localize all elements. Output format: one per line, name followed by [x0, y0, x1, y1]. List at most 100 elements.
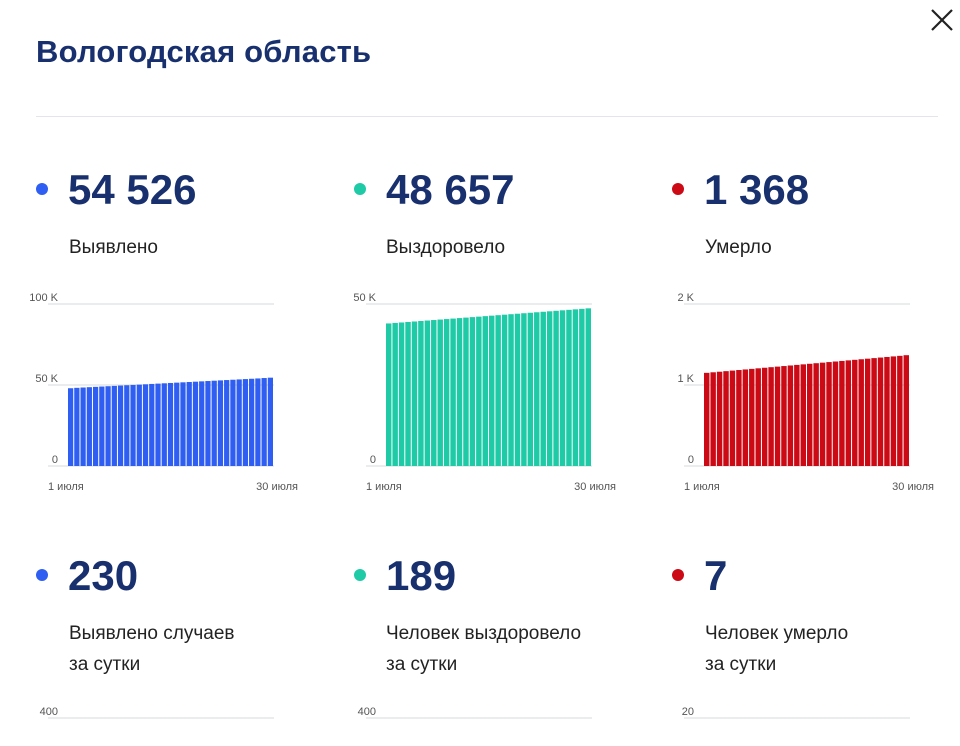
- bar: [890, 356, 897, 466]
- confirmed-dot: [36, 183, 48, 195]
- bar: [787, 365, 794, 466]
- bar: [411, 321, 418, 466]
- y-tick-label: 1 K: [677, 373, 694, 385]
- bar: [807, 363, 813, 466]
- bar: [736, 370, 742, 466]
- daily-deaths-chart: 20: [682, 706, 910, 719]
- bar: [729, 370, 736, 466]
- bar: [482, 316, 488, 466]
- bar: [68, 388, 74, 466]
- deaths-label: Умерло: [705, 237, 772, 258]
- daily-recovered-value: 189: [386, 552, 457, 599]
- recovered-label: Выздоровело: [386, 237, 506, 258]
- bar: [723, 371, 729, 466]
- bar: [424, 320, 431, 466]
- bar: [877, 357, 884, 466]
- x-start-label: 1 июля: [366, 481, 402, 493]
- bar: [161, 383, 167, 466]
- bar: [463, 317, 469, 466]
- deaths-dot: [672, 183, 684, 195]
- bar: [255, 378, 261, 466]
- bar: [117, 385, 124, 466]
- bar: [755, 368, 761, 466]
- daily-confirmed-value: 230: [68, 552, 139, 599]
- bar: [267, 377, 273, 466]
- bar: [398, 322, 405, 466]
- bar: [450, 318, 456, 466]
- x-end-label: 30 июля: [574, 481, 616, 493]
- daily-recovered-label-1: Человек выздоровело: [386, 623, 582, 644]
- daily-recovered-dot: [354, 569, 366, 581]
- bar: [781, 366, 787, 466]
- daily-deaths-label-1: Человек умерло: [705, 623, 849, 644]
- daily-confirmed-label-2: за сутки: [69, 654, 141, 675]
- bar: [794, 364, 800, 466]
- bar: [546, 311, 553, 466]
- page-title: Вологодская область: [36, 34, 372, 69]
- bar: [217, 380, 224, 466]
- bar: [774, 366, 781, 466]
- bar: [871, 358, 877, 466]
- bar: [716, 371, 723, 466]
- y-tick-label: 0: [370, 454, 376, 466]
- bar: [832, 361, 839, 466]
- recovered-chart: 0 50 K 1 июля 30 июля: [353, 292, 616, 493]
- bar: [192, 381, 199, 466]
- bar: [768, 367, 774, 466]
- bar: [903, 355, 909, 466]
- bar: [508, 314, 514, 466]
- bar: [180, 382, 186, 466]
- bar: [124, 385, 130, 466]
- bar: [111, 385, 117, 466]
- confirmed-chart: 0 50 K 100 K 1 июля 30 июля: [29, 292, 298, 493]
- close-icon[interactable]: [928, 6, 956, 34]
- daily-confirmed-dot: [36, 569, 48, 581]
- y-tick-label: 50 K: [35, 373, 58, 385]
- recovered-dot: [354, 183, 366, 195]
- bar: [392, 322, 398, 466]
- bar: [199, 381, 205, 466]
- bar: [864, 358, 871, 466]
- bar: [710, 372, 716, 466]
- daily-recovered-chart: 400: [358, 706, 592, 719]
- deaths-total: 1 368: [704, 166, 810, 213]
- bar: [845, 360, 852, 466]
- bar: [742, 369, 749, 466]
- bar: [211, 380, 217, 466]
- bar: [174, 382, 180, 466]
- x-end-label: 30 июля: [256, 481, 298, 493]
- bar: [819, 362, 826, 466]
- bar: [130, 384, 136, 466]
- bar: [489, 315, 495, 466]
- bar: [514, 313, 521, 466]
- bar: [261, 378, 267, 466]
- bar: [761, 367, 768, 466]
- bar: [897, 355, 903, 466]
- daily-deaths-value: 7: [704, 552, 728, 599]
- bar: [540, 311, 546, 466]
- y-tick-label: 100 K: [29, 292, 58, 304]
- bar: [80, 387, 86, 466]
- bar: [534, 312, 540, 466]
- y-tick-label: 400: [40, 706, 58, 718]
- y-tick-label: 50 K: [353, 292, 376, 304]
- bar: [431, 320, 437, 466]
- x-start-label: 1 июля: [48, 481, 84, 493]
- bar: [136, 384, 142, 466]
- y-tick-label: 0: [688, 454, 694, 466]
- bar: [521, 313, 527, 466]
- confirmed-label: Выявлено: [69, 237, 158, 258]
- recovered-total: 48 657: [386, 166, 515, 213]
- daily-confirmed-chart: 400: [40, 706, 274, 719]
- bar: [386, 323, 392, 466]
- bar: [852, 359, 858, 466]
- bar: [205, 381, 211, 466]
- bar: [813, 363, 819, 466]
- bar: [495, 315, 501, 466]
- bar: [99, 386, 105, 466]
- header-divider: [36, 116, 938, 117]
- bar: [858, 359, 864, 466]
- bar: [142, 384, 149, 466]
- bar: [443, 319, 450, 466]
- bar: [418, 321, 424, 466]
